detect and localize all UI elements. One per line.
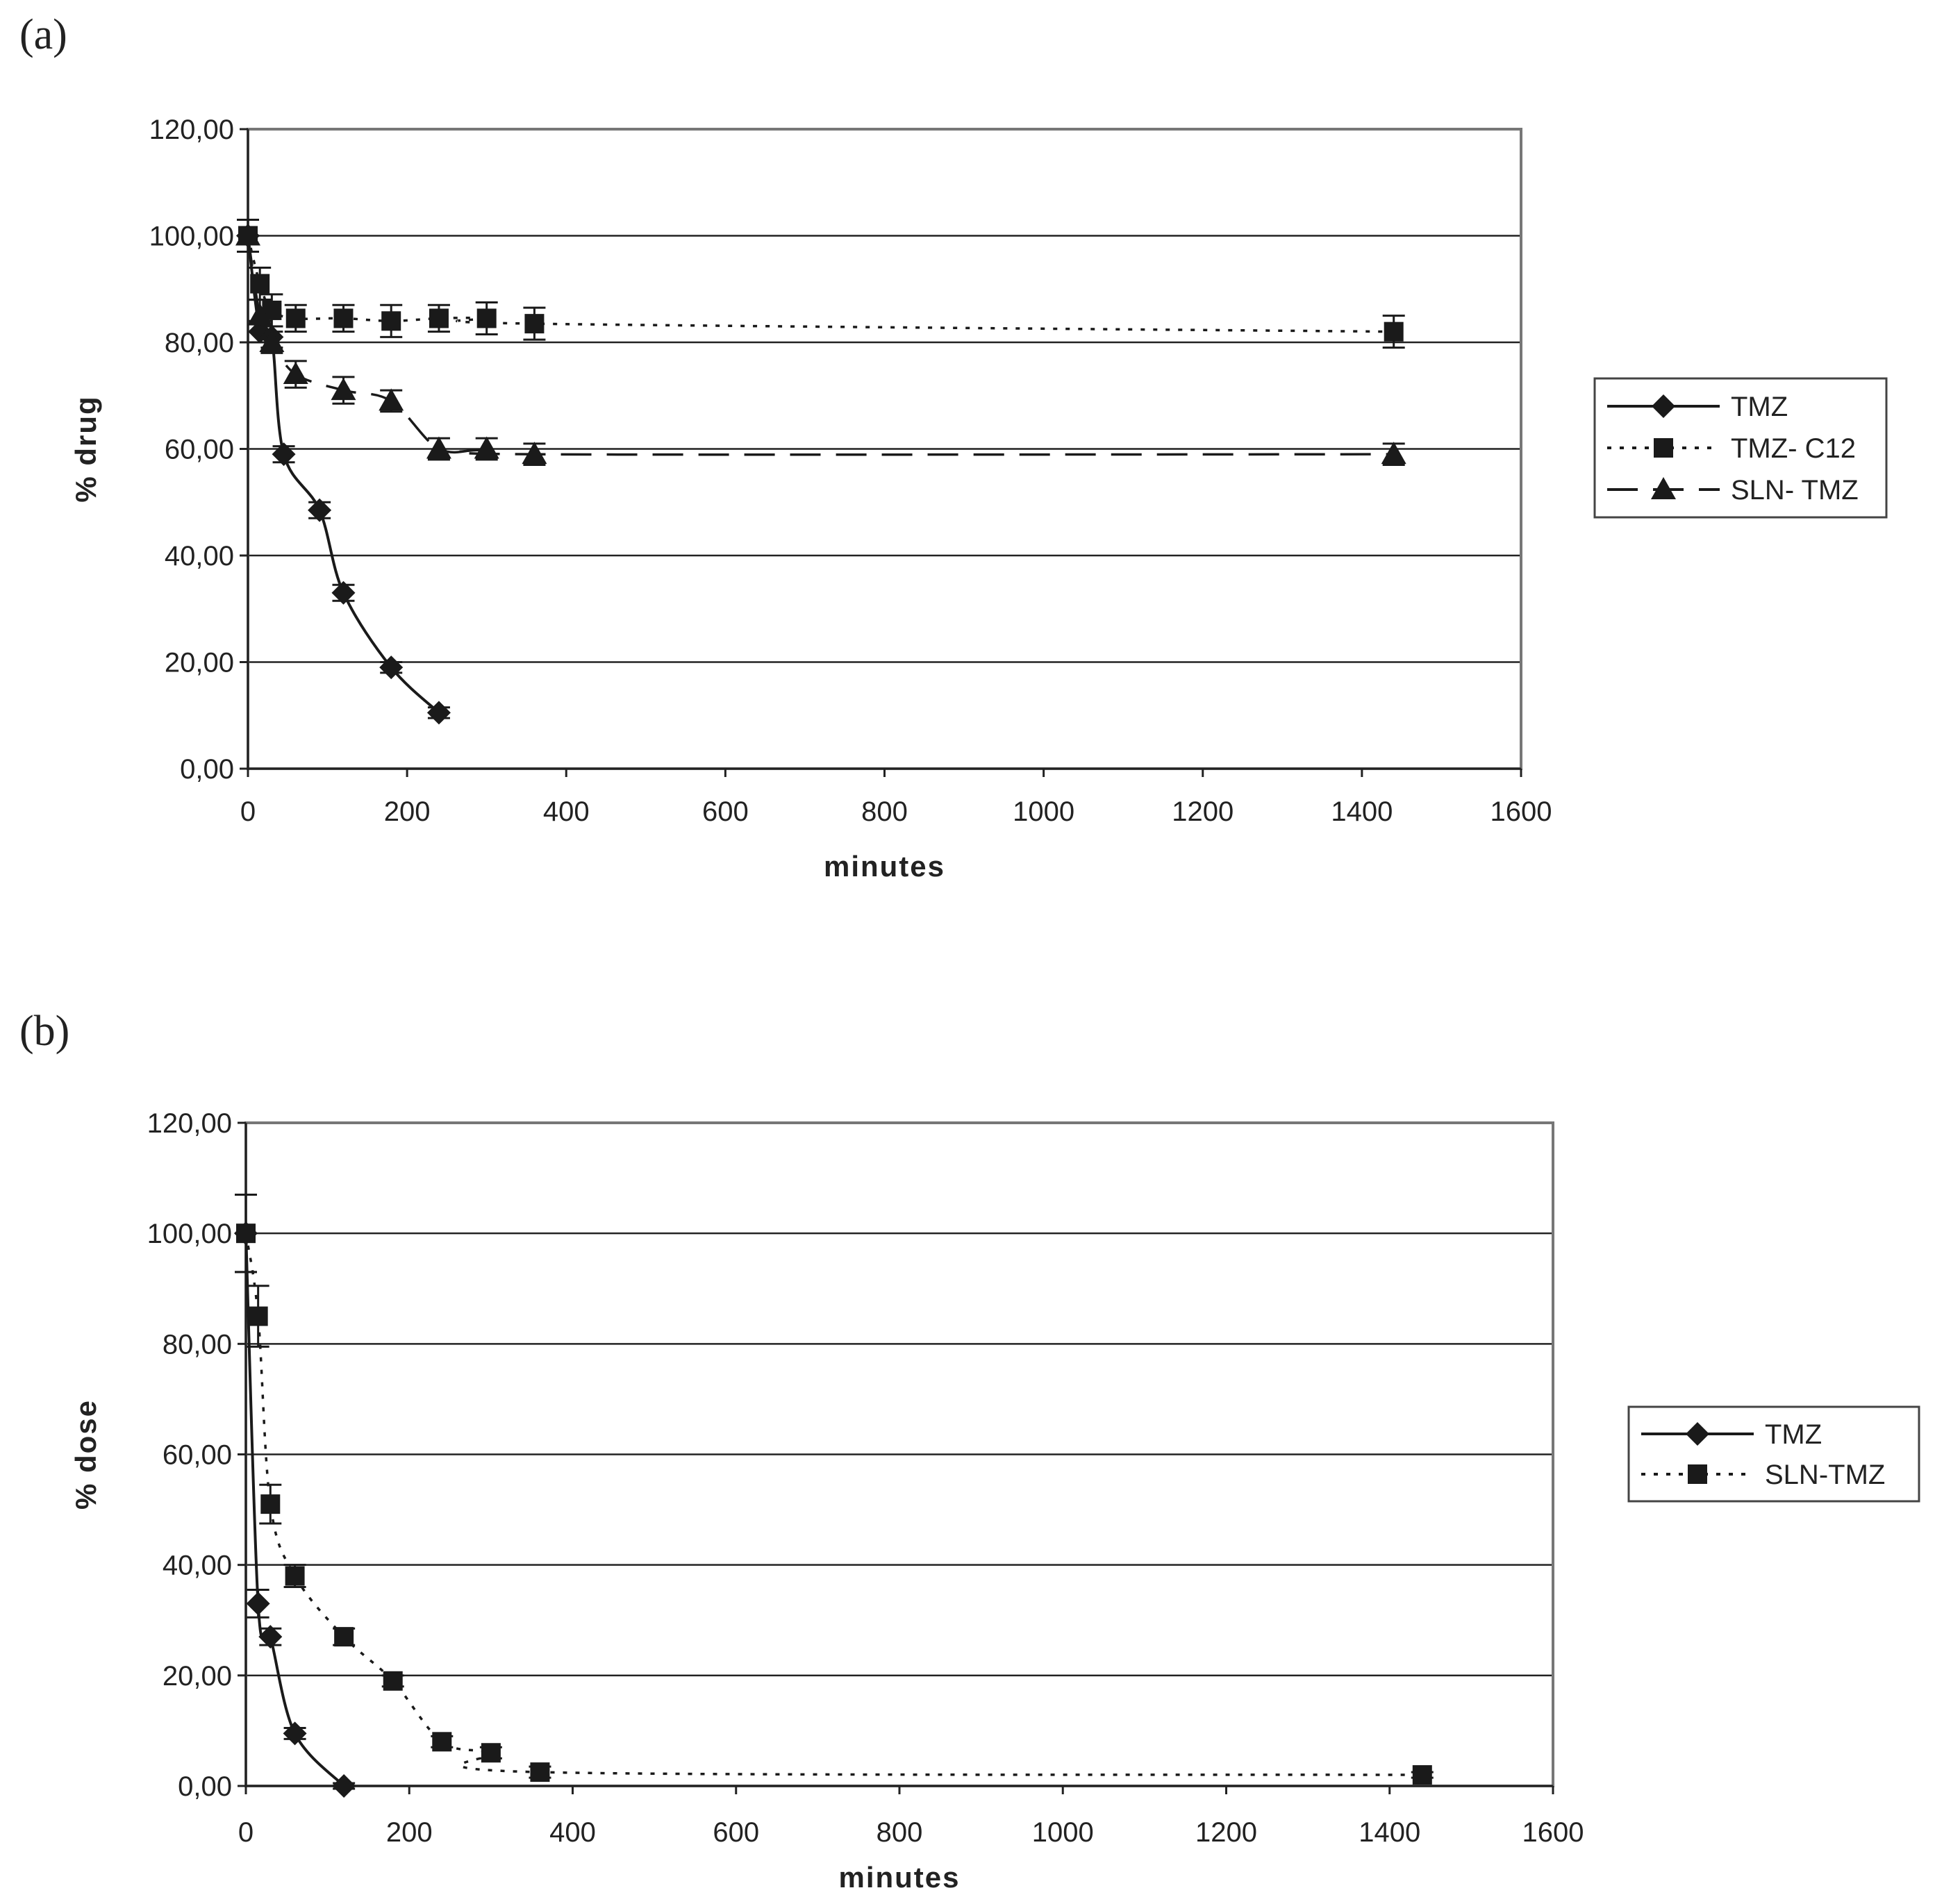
- series-line: [247, 235, 1394, 456]
- data-point-square: [524, 314, 545, 334]
- legend: TMZ SLN-TMZ: [1627, 1405, 1920, 1503]
- data-point-triangle: [379, 388, 404, 411]
- x-tick-label: 200: [384, 796, 431, 827]
- chart-panel-a: (a) 0,00 20,00 40,00 60,00 80,00 100,00 120,00 0…: [19, 11, 1888, 883]
- data-point-triangle: [283, 362, 308, 385]
- data-point-square: [285, 1566, 305, 1586]
- y-tick-label: 100,00: [147, 1219, 232, 1249]
- x-tick-label: 200: [386, 1817, 433, 1848]
- x-tick-label: 1400: [1359, 1817, 1420, 1848]
- x-tick-label: 1400: [1331, 796, 1393, 827]
- series-tmz-c12: [237, 218, 1405, 349]
- data-point-triangle: [331, 378, 356, 401]
- y-tick-label: 120,00: [149, 115, 234, 145]
- y-tick-label: 100,00: [149, 222, 234, 252]
- data-point-square: [260, 1494, 281, 1514]
- legend: TMZ TMZ- C12 SLN- TMZ: [1593, 377, 1888, 519]
- data-point-diamond: [283, 1721, 307, 1746]
- y-tick-label: 20,00: [163, 1661, 232, 1692]
- legend-label: TMZ: [1731, 392, 1788, 422]
- x-tick-label: 400: [549, 1817, 596, 1848]
- data-point-triangle: [1381, 442, 1406, 465]
- data-point-diamond: [379, 655, 404, 680]
- x-axis-title: minutes: [838, 1861, 960, 1894]
- legend-box: [1627, 1405, 1920, 1503]
- data-point-diamond: [246, 1592, 270, 1616]
- y-axis-title: % drug: [69, 395, 102, 502]
- x-tick-label: 1600: [1522, 1817, 1584, 1848]
- y-tick-label: 80,00: [163, 1329, 232, 1360]
- x-axis-title: minutes: [824, 850, 945, 883]
- legend-label: SLN-TMZ: [1765, 1460, 1885, 1490]
- legend-label: TMZ: [1765, 1419, 1822, 1450]
- x-tick-label: 600: [702, 796, 749, 827]
- data-point-square: [333, 308, 354, 328]
- data-point-diamond: [332, 1774, 356, 1798]
- x-tick-label: 1000: [1013, 796, 1074, 827]
- series-line: [244, 1233, 1422, 1776]
- data-point-square: [1412, 1765, 1432, 1785]
- data-point-diamond: [308, 498, 332, 522]
- data-point-triangle: [247, 303, 273, 326]
- data-point-triangle: [259, 330, 285, 352]
- data-point-square: [250, 274, 270, 294]
- legend-marker-diamond: [1652, 394, 1675, 418]
- series-line: [247, 235, 1394, 333]
- x-tick-label: 1000: [1032, 1817, 1094, 1848]
- data-point-square: [476, 308, 497, 328]
- y-tick-label: 80,00: [165, 328, 234, 358]
- data-point-square: [530, 1762, 550, 1782]
- legend-marker-triangle: [1651, 477, 1676, 499]
- series-sln-tmz: [235, 218, 1406, 467]
- data-point-diamond: [272, 442, 296, 467]
- x-tick-label: 400: [543, 796, 590, 827]
- y-tick-label: 40,00: [165, 541, 234, 571]
- x-tick-label: 800: [877, 1817, 923, 1848]
- panel-label: (b): [19, 1008, 69, 1055]
- data-point-triangle: [235, 223, 260, 246]
- y-tick-label: 0,00: [180, 754, 234, 785]
- y-tick-label: 60,00: [163, 1440, 232, 1471]
- x-tick-label: 0: [238, 1817, 254, 1848]
- y-tick-label: 40,00: [163, 1551, 232, 1581]
- series-sln-tmz: [235, 1193, 1434, 1785]
- data-point-square: [383, 1671, 403, 1691]
- legend-label: SLN- TMZ: [1731, 475, 1859, 506]
- y-tick-label: 60,00: [165, 435, 234, 465]
- data-point-square: [381, 311, 401, 331]
- legend-marker-square: [1688, 1464, 1707, 1484]
- legend-box: [1593, 377, 1888, 519]
- y-tick-label: 0,00: [178, 1771, 232, 1802]
- data-point-square: [285, 308, 306, 328]
- data-point-square: [429, 308, 449, 328]
- data-point-diamond: [331, 581, 356, 605]
- series-tmz: [236, 218, 451, 725]
- data-point-square: [334, 1627, 354, 1647]
- y-tick-label: 120,00: [147, 1108, 232, 1139]
- x-tick-label: 0: [240, 796, 256, 827]
- legend-label: TMZ- C12: [1731, 433, 1856, 464]
- x-tick-label: 600: [713, 1817, 759, 1848]
- x-tick-label: 800: [861, 796, 908, 827]
- data-point-diamond: [426, 701, 451, 725]
- data-point-diamond: [258, 1625, 283, 1649]
- y-axis-title: % dose: [69, 1399, 102, 1510]
- x-tick-label: 1600: [1490, 796, 1552, 827]
- data-point-square: [432, 1732, 452, 1752]
- panel-label: (a): [19, 11, 67, 58]
- data-point-triangle: [426, 436, 451, 459]
- x-tick-label: 1200: [1195, 1817, 1257, 1848]
- data-point-triangle: [474, 436, 499, 459]
- chart-panel-b: (b) 0,00 20,00 40,00 60,00 80,00 100,00 120,00 0…: [19, 1008, 1920, 1894]
- legend-marker-diamond: [1686, 1422, 1709, 1446]
- data-point-square: [481, 1743, 501, 1763]
- data-point-square: [1384, 321, 1404, 342]
- x-tick-label: 1200: [1172, 796, 1234, 827]
- y-tick-label: 20,00: [165, 648, 234, 678]
- data-point-square: [236, 1224, 256, 1244]
- legend-marker-square: [1654, 438, 1673, 458]
- data-point-square: [248, 1306, 268, 1326]
- data-point-triangle: [522, 442, 547, 465]
